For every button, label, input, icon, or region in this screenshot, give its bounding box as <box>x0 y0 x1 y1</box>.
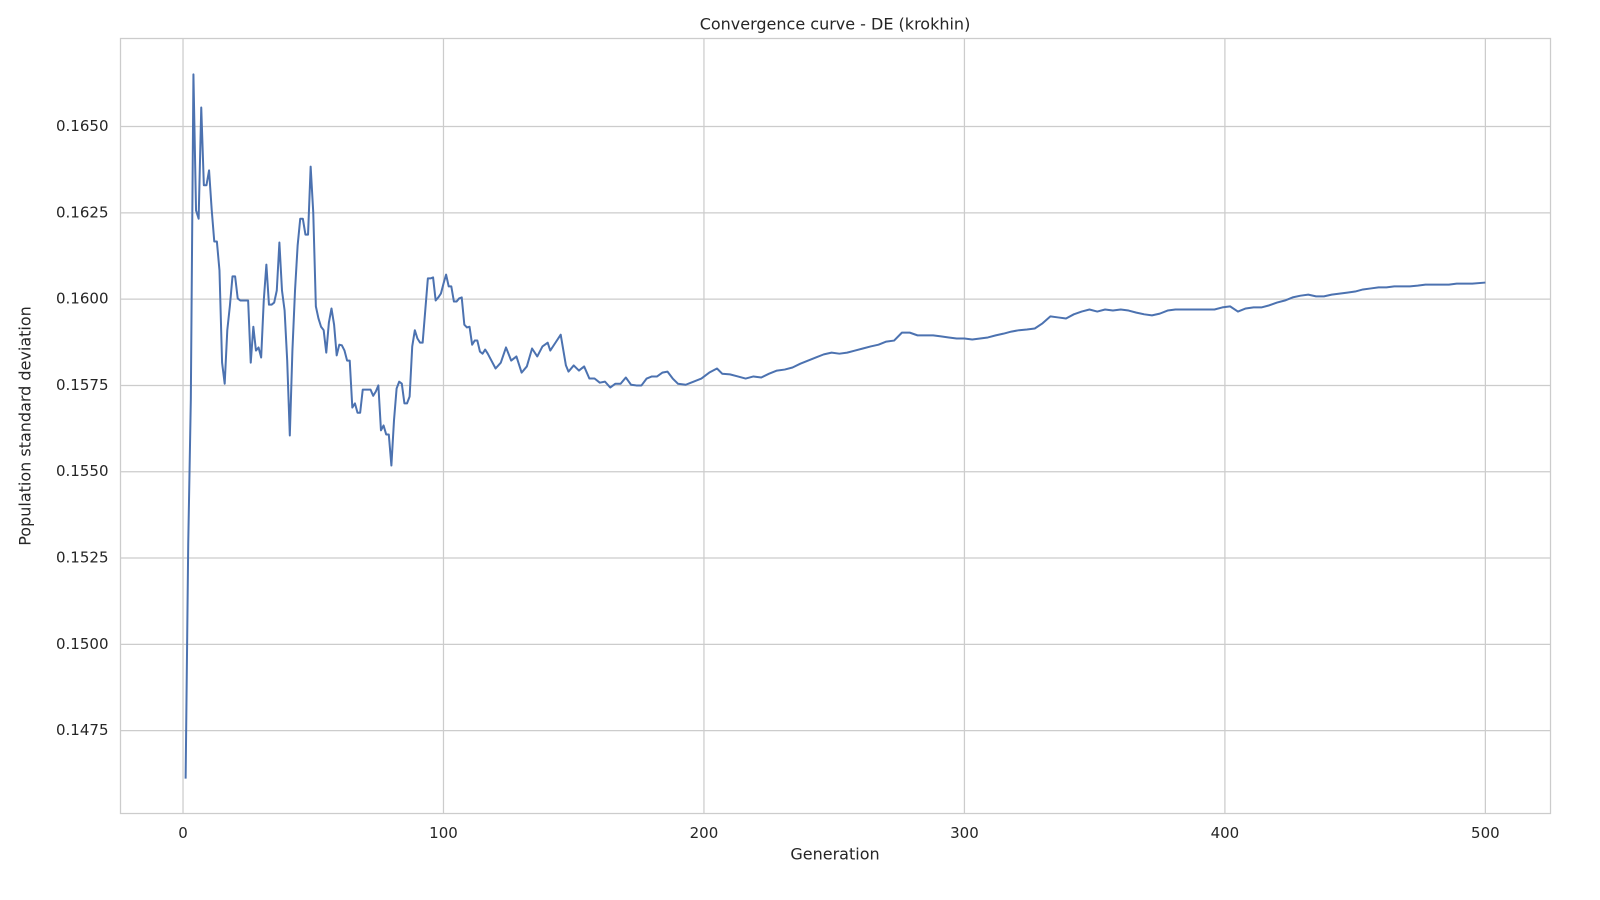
chart-title: Convergence curve - DE (krokhin) <box>700 15 971 34</box>
y-tick-label: 0.1600 <box>56 290 109 308</box>
plot-frame <box>119 37 1552 815</box>
y-tick-label: 0.1550 <box>56 462 109 480</box>
x-tick-label: 200 <box>690 824 719 842</box>
y-axis-label: Population standard deviation <box>16 306 35 546</box>
y-tick-label: 0.1525 <box>56 549 109 567</box>
grid <box>120 38 1551 814</box>
plot-area <box>184 73 1486 779</box>
y-tick-label: 0.1650 <box>56 117 109 135</box>
x-tick-label: 400 <box>1211 824 1240 842</box>
x-tick-label: 300 <box>950 824 979 842</box>
x-axis-label: Generation <box>790 845 879 864</box>
x-tick-label: 100 <box>429 824 458 842</box>
x-tick-label: 0 <box>178 824 188 842</box>
line-series <box>184 73 1486 779</box>
y-tick-label: 0.1575 <box>56 376 109 394</box>
y-tick-label: 0.1500 <box>56 635 109 653</box>
x-tick-label: 500 <box>1471 824 1500 842</box>
y-tick-label: 0.1625 <box>56 203 109 221</box>
y-tick-label: 0.1475 <box>56 721 109 739</box>
